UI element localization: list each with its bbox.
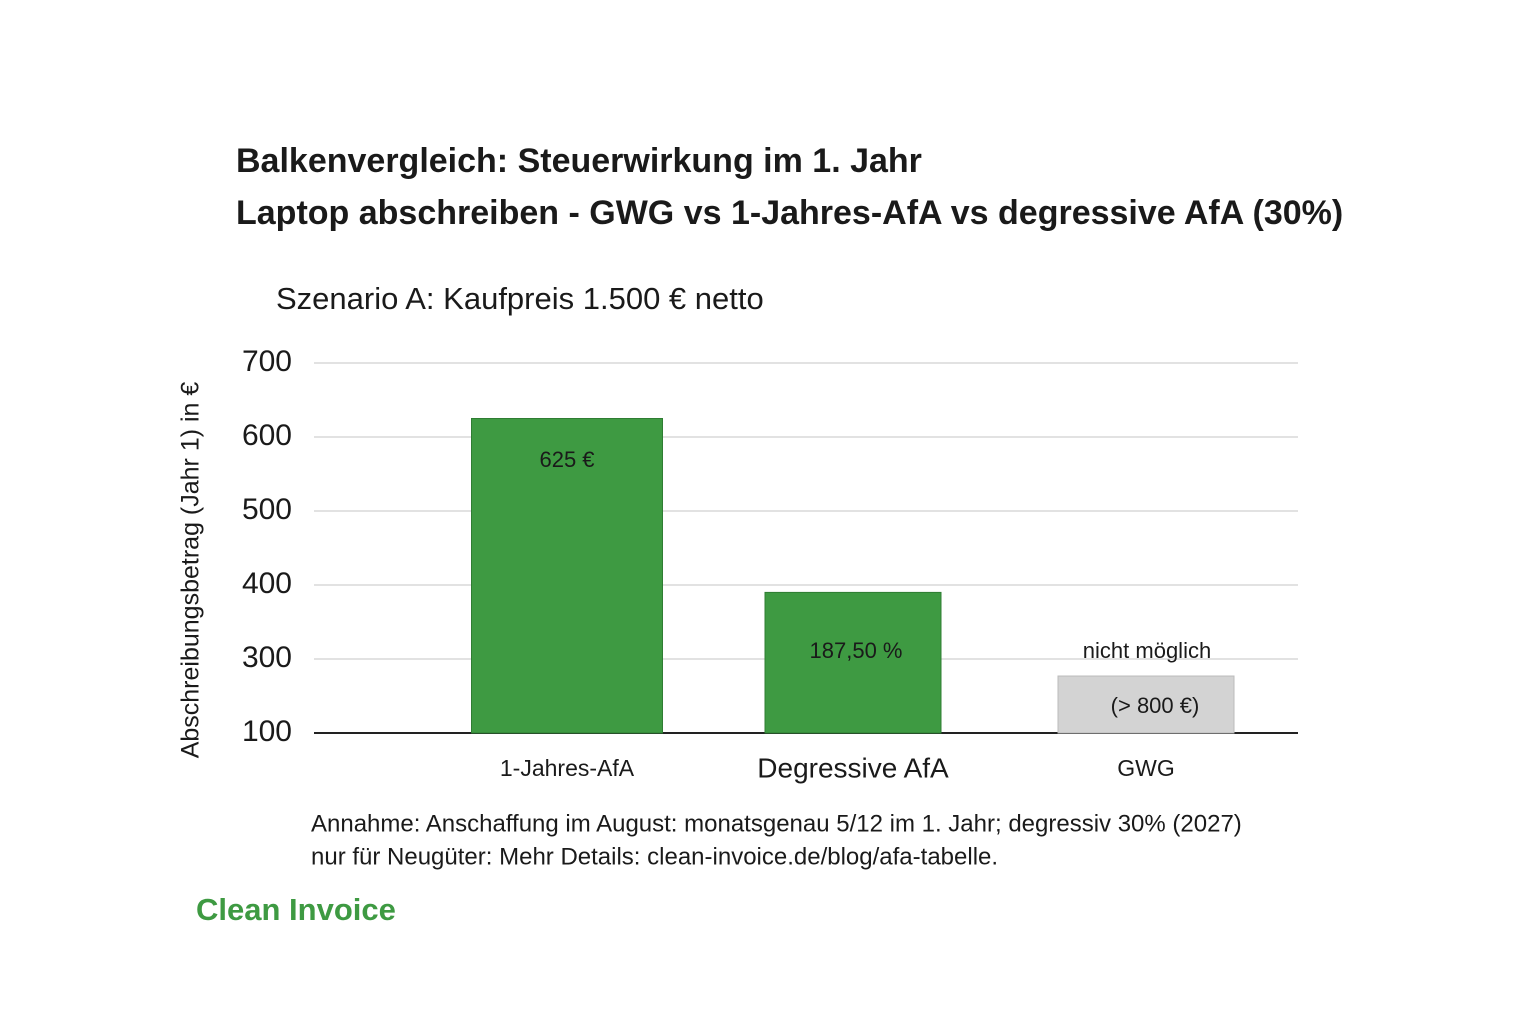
y-axis-label: Abschreibungsbetrag (Jahr 1) in € [177, 382, 205, 759]
footnote: nur für Neugüter: Mehr Details: clean-in… [311, 843, 998, 870]
y-tick-label: 500 [242, 493, 292, 526]
y-tick-label: 700 [242, 345, 292, 378]
footnote: Annahme: Anschaffung im August: monatsge… [311, 810, 1242, 837]
bar-annotation: 625 € [539, 447, 594, 472]
x-tick-label: 1-Jahres-AfA [500, 755, 635, 781]
y-tick-label: 600 [242, 419, 292, 452]
plot-title: Szenario A: Kaufpreis 1.500 € netto [276, 281, 764, 316]
bar-annotation: 187,50 % [810, 638, 903, 663]
chart-subtitle: Laptop abschreiben - GWG vs 1-Jahres-AfA… [236, 194, 1343, 232]
y-tick-label: 400 [242, 567, 292, 600]
bar [1057, 675, 1235, 734]
bar [471, 418, 663, 734]
bar [764, 591, 942, 734]
bar-annotation: (> 800 €) [1111, 693, 1200, 718]
brand: Clean Invoice [196, 892, 396, 927]
x-tick-label: Degressive AfA [757, 752, 949, 783]
chart-title: Balkenvergleich: Steuerwirkung im 1. Jah… [236, 142, 922, 180]
bar-annotation: nicht möglich [1083, 638, 1211, 663]
x-tick-label: GWG [1117, 755, 1175, 781]
y-tick-label: 300 [242, 641, 292, 674]
y-tick-label: 100 [242, 715, 292, 748]
